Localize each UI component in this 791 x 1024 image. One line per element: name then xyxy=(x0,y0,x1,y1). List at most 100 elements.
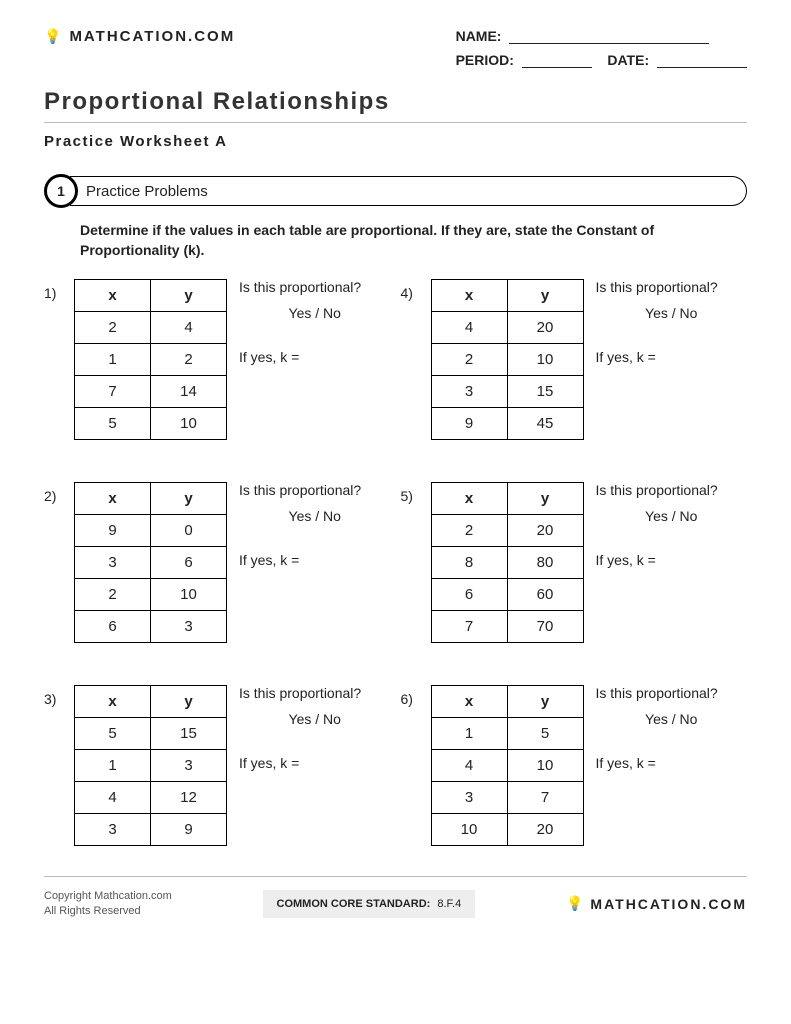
table-cell: 2 xyxy=(431,514,507,546)
page-title: Proportional Relationships xyxy=(44,88,747,116)
table-cell: 20 xyxy=(507,514,583,546)
prompt-k-equals: If yes, k = xyxy=(239,552,391,568)
table-row: 412 xyxy=(75,781,227,813)
page-header: 💡 MATHCATION.COM NAME: PERIOD: DATE: xyxy=(44,28,747,68)
problem-number: 4) xyxy=(401,279,423,301)
xy-table: xy903621063 xyxy=(74,482,227,643)
footer-brand-text: MATHCATION.COM xyxy=(590,896,747,912)
col-x-header: x xyxy=(75,482,151,514)
table-cell: 4 xyxy=(431,311,507,343)
worksheet-subtitle: Practice Worksheet A xyxy=(44,133,747,150)
table-cell: 8 xyxy=(431,546,507,578)
ccs-label: COMMON CORE STANDARD: xyxy=(277,898,431,910)
problem: 2)xy903621063Is this proportional?Yes / … xyxy=(44,482,391,643)
table-cell: 80 xyxy=(507,546,583,578)
col-y-header: y xyxy=(151,685,227,717)
table-row: 880 xyxy=(431,546,583,578)
table-cell: 7 xyxy=(431,610,507,642)
table-row: 39 xyxy=(75,813,227,845)
name-field-row: NAME: xyxy=(456,28,747,44)
table-row: 210 xyxy=(431,343,583,375)
problem-prompts: Is this proportional?Yes / NoIf yes, k = xyxy=(239,685,391,771)
instructions: Determine if the values in each table ar… xyxy=(80,220,747,261)
col-y-header: y xyxy=(507,482,583,514)
prompt-proportional: Is this proportional? xyxy=(239,685,391,701)
problem-prompts: Is this proportional?Yes / NoIf yes, k = xyxy=(596,279,748,365)
table-cell: 3 xyxy=(151,749,227,781)
problem-row: 1)xy2412714510Is this proportional?Yes /… xyxy=(44,279,747,440)
problem-prompts: Is this proportional?Yes / NoIf yes, k = xyxy=(239,279,391,365)
table-row: 410 xyxy=(431,749,583,781)
table-row: 220 xyxy=(431,514,583,546)
prompt-proportional: Is this proportional? xyxy=(596,685,748,701)
table-row: 945 xyxy=(431,407,583,439)
table-row: 510 xyxy=(75,407,227,439)
problem-prompts: Is this proportional?Yes / NoIf yes, k = xyxy=(239,482,391,568)
name-blank[interactable] xyxy=(509,43,709,44)
table-row: 37 xyxy=(431,781,583,813)
prompt-proportional: Is this proportional? xyxy=(596,482,748,498)
prompt-k-equals: If yes, k = xyxy=(596,552,748,568)
table-cell: 20 xyxy=(507,311,583,343)
table-row: 420 xyxy=(431,311,583,343)
table-cell: 10 xyxy=(431,813,507,845)
table-row: 36 xyxy=(75,546,227,578)
problem: 1)xy2412714510Is this proportional?Yes /… xyxy=(44,279,391,440)
table-cell: 45 xyxy=(507,407,583,439)
col-y-header: y xyxy=(507,685,583,717)
problem: 5)xy220880660770Is this proportional?Yes… xyxy=(401,482,748,643)
table-cell: 5 xyxy=(75,407,151,439)
period-blank[interactable] xyxy=(522,67,592,68)
xy-table: xy420210315945 xyxy=(431,279,584,440)
table-cell: 1 xyxy=(75,343,151,375)
prompt-yes-no: Yes / No xyxy=(239,711,391,727)
table-cell: 6 xyxy=(151,546,227,578)
prompt-k-equals: If yes, k = xyxy=(596,349,748,365)
table-row: 1020 xyxy=(431,813,583,845)
table-cell: 10 xyxy=(151,578,227,610)
table-cell: 70 xyxy=(507,610,583,642)
table-row: 210 xyxy=(75,578,227,610)
table-row: 515 xyxy=(75,717,227,749)
bulb-icon: 💡 xyxy=(566,895,585,912)
table-cell: 2 xyxy=(75,311,151,343)
table-row: 13 xyxy=(75,749,227,781)
problem-number: 6) xyxy=(401,685,423,707)
table-cell: 7 xyxy=(507,781,583,813)
problem-prompts: Is this proportional? Yes / No If yes, k = xyxy=(596,685,748,771)
date-blank[interactable] xyxy=(657,67,747,68)
table-cell: 14 xyxy=(151,375,227,407)
common-core-standard: COMMON CORE STANDARD: 8.F.4 xyxy=(263,890,476,918)
table-cell: 7 xyxy=(75,375,151,407)
table-cell: 1 xyxy=(75,749,151,781)
period-date-row: PERIOD: DATE: xyxy=(456,52,747,68)
copyright-line2: All Rights Reserved xyxy=(44,904,172,919)
table-row: 15 xyxy=(431,717,583,749)
problem: 4) xy420210315945Is this proportional?Yes… xyxy=(401,279,748,440)
prompt-yes-no: Yes / No xyxy=(596,711,748,727)
table-row: 12 xyxy=(75,343,227,375)
table-cell: 2 xyxy=(431,343,507,375)
problem-row: 3)xy5151341239Is this proportional?Yes /… xyxy=(44,685,747,846)
problem-number: 5) xyxy=(401,482,423,504)
table-cell: 10 xyxy=(507,343,583,375)
table-cell: 5 xyxy=(507,717,583,749)
prompt-k-equals: If yes, k = xyxy=(239,349,391,365)
table-row: 714 xyxy=(75,375,227,407)
table-cell: 10 xyxy=(151,407,227,439)
col-x-header: x xyxy=(75,685,151,717)
table-row: 315 xyxy=(431,375,583,407)
table-cell: 4 xyxy=(431,749,507,781)
table-cell: 3 xyxy=(75,546,151,578)
prompt-k-equals: If yes, k = xyxy=(596,755,748,771)
table-cell: 15 xyxy=(507,375,583,407)
period-label: PERIOD: xyxy=(456,52,514,68)
prompt-yes-no: Yes / No xyxy=(596,508,748,524)
col-y-header: y xyxy=(151,279,227,311)
xy-table: xy15410371020 xyxy=(431,685,584,846)
problems-grid: 1)xy2412714510Is this proportional?Yes /… xyxy=(44,279,747,846)
prompt-proportional: Is this proportional? xyxy=(596,279,748,295)
table-cell: 15 xyxy=(151,717,227,749)
table-cell: 6 xyxy=(431,578,507,610)
problem-number: 3) xyxy=(44,685,66,707)
